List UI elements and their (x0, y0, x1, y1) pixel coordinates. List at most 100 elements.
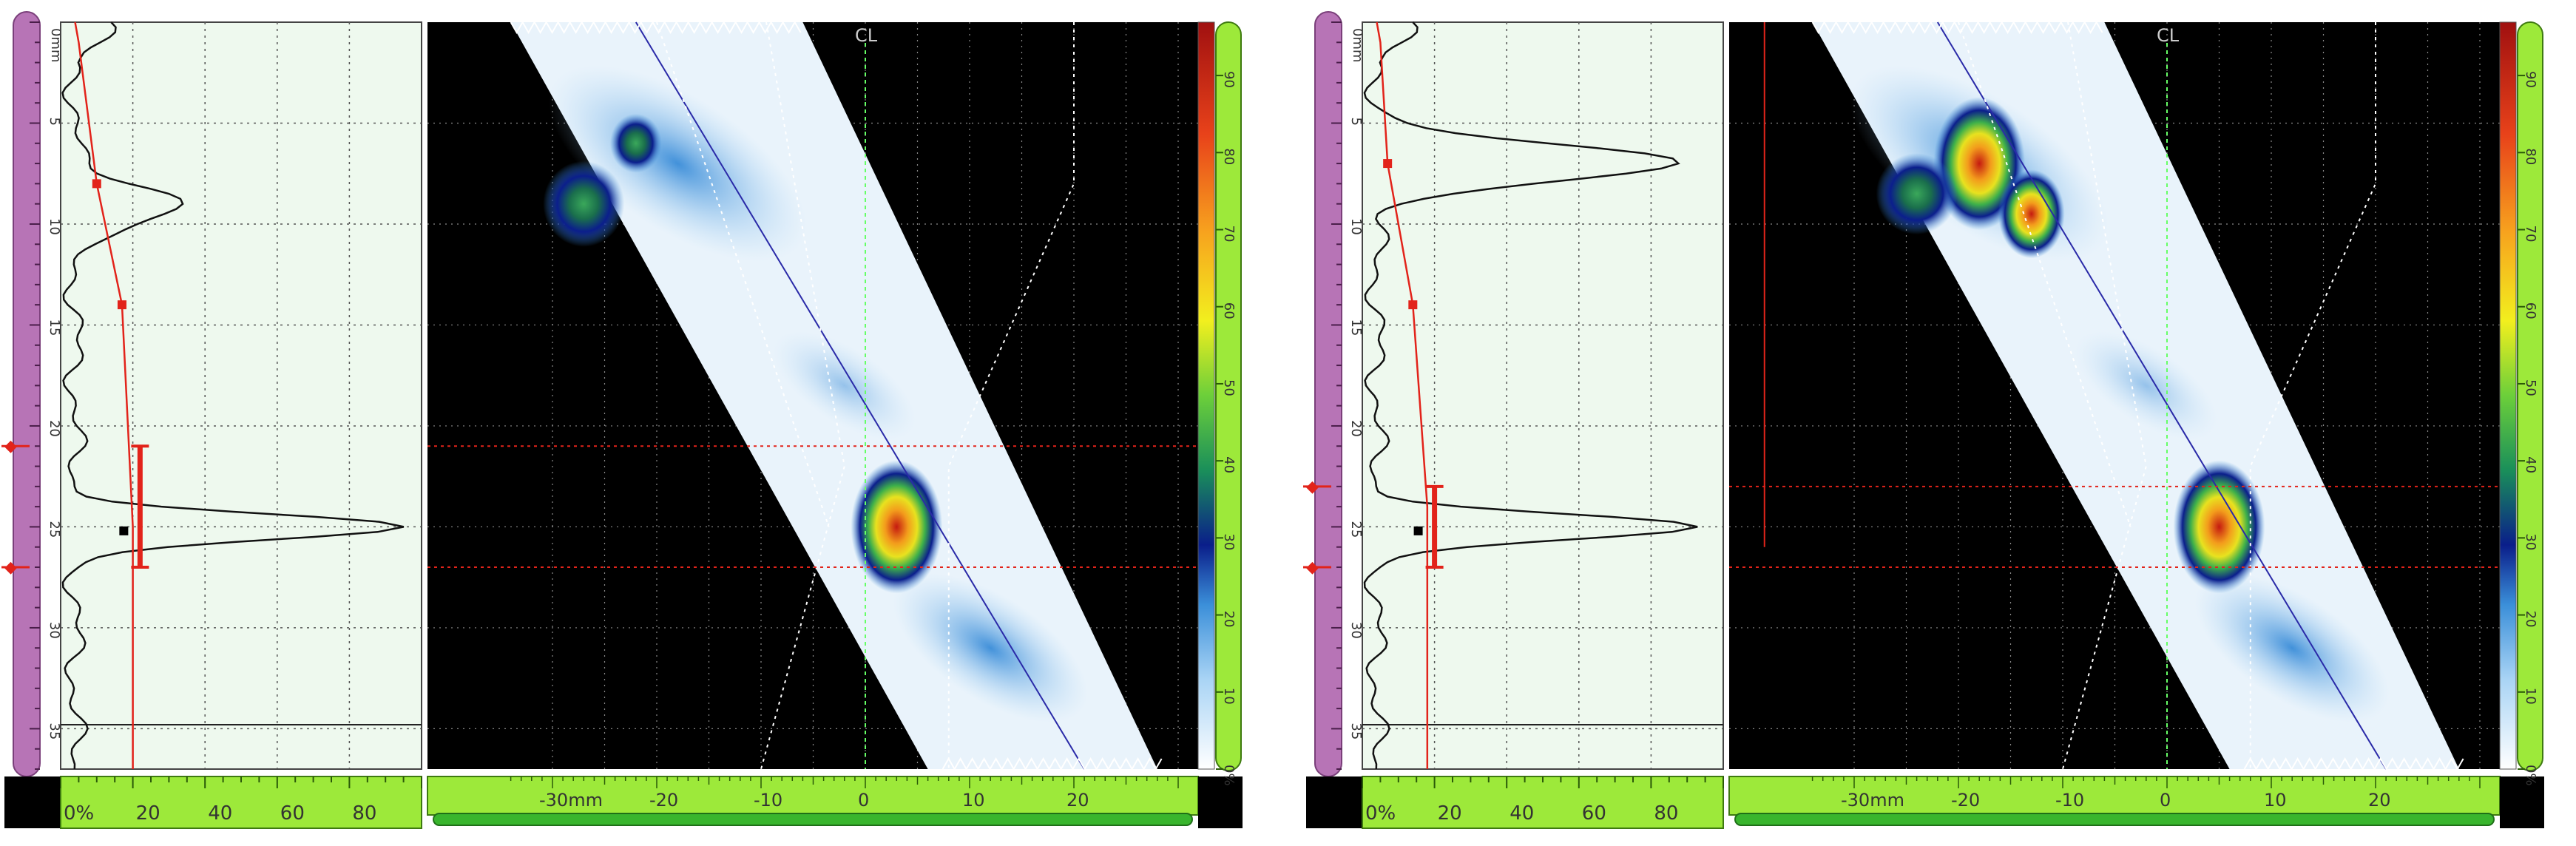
gate-marker-arrow: ◆ (1306, 558, 1319, 577)
scan-axis-tick-label: 20 (1066, 790, 1089, 811)
depth-unit-label: 0mm (48, 28, 64, 63)
depth-tick-label: 35 (1348, 723, 1364, 740)
color-scale-ruler (1215, 21, 1242, 771)
color-scale-tick-label: 90 (1221, 71, 1237, 88)
scan-axis-tick-label: 10 (2264, 790, 2287, 811)
scan-indication (1998, 169, 2065, 259)
scan-edge-teeth (942, 757, 1163, 771)
amplitude-axis-bar (60, 776, 422, 829)
scan-axis-tick-label: 20 (2368, 790, 2391, 811)
scan-edge-teeth (2243, 757, 2464, 771)
gate-cursor-marker (1413, 526, 1423, 535)
color-scale-tick-label: 70 (2523, 226, 2538, 243)
color-scale-ruler (2517, 21, 2543, 771)
profile-grid (1362, 22, 1723, 769)
reference-point (117, 300, 126, 310)
scan-haze (2194, 573, 2390, 723)
amplitude-axis-bar (1362, 776, 1724, 829)
depth-unit-label: 0mm (1350, 28, 1365, 63)
scan-indication (851, 460, 943, 594)
scan-axis-tick-label: 0 (858, 790, 869, 811)
weld-profile-line (2249, 22, 2376, 769)
depth-tick-label: 10 (47, 218, 62, 235)
scan-haze (773, 331, 916, 440)
depth-ruler-ticks (1331, 21, 1342, 770)
weld-profile-line (2062, 21, 2147, 770)
depth-tick-label: 5 (47, 117, 62, 125)
ruler-corner-block (4, 776, 61, 828)
scan-axis-tick-label: -30mm (1841, 790, 1904, 811)
depth-ruler-bar (1314, 11, 1342, 777)
color-scale-bar (1197, 21, 1215, 770)
scan-axis-tick-label: -10 (2055, 790, 2084, 811)
panel-right: 0mm 5 10 15 20 25 30 35 ◆ ◆ 0% 20 40 60 80 CL -30mm -20 -1… (1303, 11, 2544, 829)
beam-axis-line (635, 21, 1085, 770)
color-scale-bar (2499, 21, 2517, 770)
color-scale-tick-label: 0% (1221, 765, 1237, 786)
gate-cursor-marker (119, 526, 129, 535)
scale-corner-block (1198, 776, 1243, 828)
color-scale-tick-label: 90 (2523, 71, 2538, 88)
scan-haze (893, 573, 1088, 723)
gate-marker-arrow: ◆ (1306, 478, 1319, 496)
depth-tick-label: 25 (1348, 521, 1364, 538)
reference-point (1408, 300, 1418, 310)
depth-tick-label: 10 (1348, 218, 1364, 235)
amplitude-profile-pane (1362, 21, 1724, 770)
color-scale-tick-label: 30 (1221, 533, 1237, 550)
color-scale-tick-label: 30 (2523, 533, 2538, 550)
scan-axis-tick-label: -10 (754, 790, 782, 811)
centerline-label: CL (855, 25, 878, 46)
scan-axis-tick-label: -30mm (539, 790, 603, 811)
scan-axis-scrollbar (433, 813, 1193, 826)
amplitude-tick-label: 40 (1510, 802, 1534, 825)
color-scale-tick-label: 20 (1221, 611, 1237, 628)
color-scale-tick-label: 40 (2523, 456, 2538, 473)
scan-axis-scrollbar (1734, 813, 2495, 826)
color-scale-tick-label: 60 (2523, 302, 2538, 319)
profile-grid (61, 22, 422, 769)
gate-marker-arrow: ◆ (4, 437, 17, 456)
color-scale-tick-label: 0% (2523, 765, 2538, 786)
color-scale-tick-label: 50 (2523, 379, 2538, 396)
weld-profile-line (656, 21, 830, 527)
weld-profile-line (1958, 21, 2132, 527)
beam-axis-line (1936, 21, 2387, 770)
amplitude-tick-label: 80 (1654, 802, 1678, 825)
panel-left: 0mm 5 10 15 20 25 30 35 ◆ ◆ 0% 20 40 60 80 CL -30mm -20 -1… (1, 11, 1243, 829)
depth-tick-label: 30 (47, 622, 62, 639)
scan-indication (543, 160, 625, 247)
amplitude-tick-label: 20 (136, 802, 160, 825)
scan-edge-teeth (1811, 20, 2103, 35)
depth-ruler-bar (13, 11, 41, 777)
scan-axis-tick-label: 0 (2160, 790, 2171, 811)
amplitude-profile-pane (60, 21, 422, 770)
scan-haze (548, 65, 807, 262)
amplitude-tick-label: 60 (280, 802, 305, 825)
scan-axis-tick-label: -20 (1951, 790, 1980, 811)
weld-profile-line (947, 22, 1075, 769)
scan-edge-teeth (510, 20, 802, 35)
centerline-label: CL (2157, 25, 2180, 46)
color-scale-tick-label: 80 (1221, 148, 1237, 165)
color-scale-tick-label: 10 (1221, 688, 1237, 705)
depth-ruler-ticks (30, 21, 40, 770)
scale-corner-block (2500, 776, 2544, 828)
scan-axis-tick-label: 10 (962, 790, 985, 811)
scan-axis-tick-label: -20 (649, 790, 678, 811)
color-scale-tick-label: 60 (1221, 302, 1237, 319)
amplitude-profile-curve (61, 21, 405, 770)
reference-point (1383, 159, 1393, 169)
amplitude-tick-label: 80 (352, 802, 376, 825)
amplitude-profile-curve (1363, 21, 1698, 770)
amplitude-tick-label: 0% (1365, 802, 1396, 825)
reference-curve (1376, 21, 1429, 769)
amplitude-tick-label: 60 (1582, 802, 1606, 825)
weld-profile-line (760, 21, 845, 770)
depth-tick-label: 20 (47, 420, 62, 437)
color-scale-tick-label: 40 (1221, 456, 1237, 473)
depth-tick-label: 20 (1348, 420, 1364, 437)
color-scale-tick-label: 80 (2523, 148, 2538, 165)
color-scale-tick-label: 50 (1221, 379, 1237, 396)
